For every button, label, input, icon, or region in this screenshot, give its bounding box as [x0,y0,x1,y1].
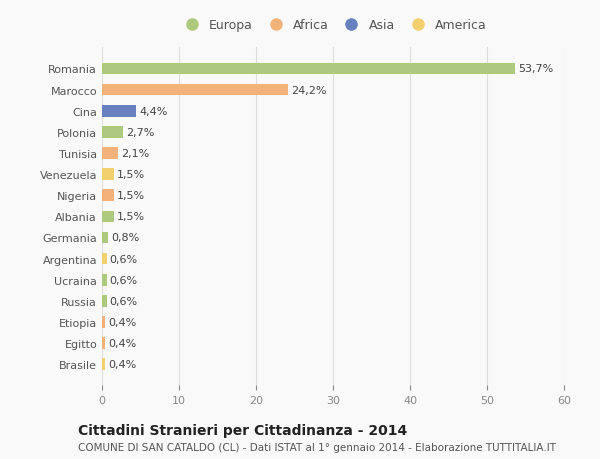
Bar [102,274,107,286]
Text: 0,4%: 0,4% [108,317,136,327]
Text: 24,2%: 24,2% [292,85,327,95]
Text: 0,4%: 0,4% [108,359,136,369]
Text: 1,5%: 1,5% [116,170,145,180]
Bar [102,148,118,159]
Bar [102,169,113,180]
Bar [102,296,107,307]
Bar [102,358,105,370]
Legend: Europa, Africa, Asia, America: Europa, Africa, Asia, America [175,16,491,36]
Text: 2,1%: 2,1% [121,149,149,159]
Bar [102,253,107,265]
Bar [102,211,113,223]
Bar [102,316,105,328]
Text: 0,6%: 0,6% [110,296,138,306]
Bar [102,337,105,349]
Bar [102,63,515,75]
Text: 4,4%: 4,4% [139,106,167,117]
Text: 53,7%: 53,7% [518,64,554,74]
Bar [102,106,136,118]
Text: 0,6%: 0,6% [110,254,138,264]
Text: Cittadini Stranieri per Cittadinanza - 2014: Cittadini Stranieri per Cittadinanza - 2… [78,423,407,437]
Text: 0,4%: 0,4% [108,338,136,348]
Text: 2,7%: 2,7% [126,128,154,138]
Text: 0,6%: 0,6% [110,275,138,285]
Text: 1,5%: 1,5% [116,212,145,222]
Text: 1,5%: 1,5% [116,191,145,201]
Bar [102,190,113,202]
Text: 0,8%: 0,8% [111,233,139,243]
Bar [102,127,123,138]
Bar [102,84,289,96]
Text: COMUNE DI SAN CATALDO (CL) - Dati ISTAT al 1° gennaio 2014 - Elaborazione TUTTIT: COMUNE DI SAN CATALDO (CL) - Dati ISTAT … [78,442,556,452]
Bar [102,232,108,244]
